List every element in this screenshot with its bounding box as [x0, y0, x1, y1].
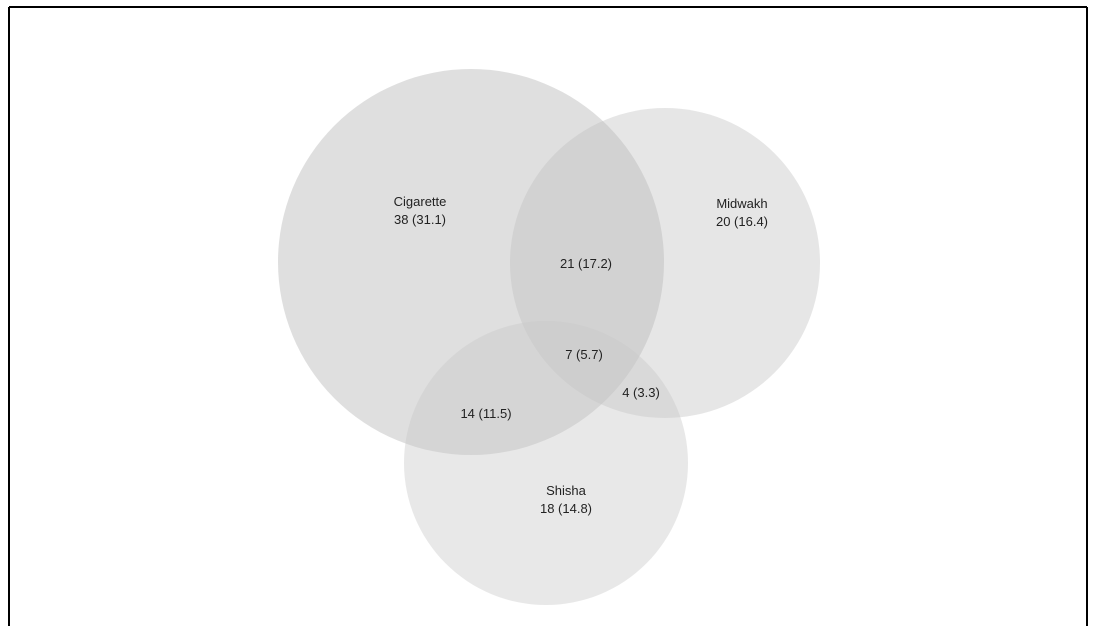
- cigarette-value: 38 (31.1): [394, 212, 446, 227]
- cigarette-midwakh-value: 21 (17.2): [560, 256, 612, 271]
- shisha-value: 18 (14.8): [540, 501, 592, 516]
- cigarette-circle: [278, 69, 664, 455]
- midwakh-value: 20 (16.4): [716, 214, 768, 229]
- figure-border: [8, 6, 1088, 626]
- cigarette-label: Cigarette: [394, 194, 447, 209]
- all-three-value: 7 (5.7): [565, 347, 603, 362]
- midwakh-circle: [510, 108, 820, 418]
- midwakh-label: Midwakh: [716, 196, 767, 211]
- cigarette-shisha-value: 14 (11.5): [460, 406, 511, 421]
- venn-labels: Cigarette 38 (31.1) Midwakh 20 (16.4) Sh…: [394, 194, 768, 516]
- venn-circles: [278, 69, 820, 605]
- midwakh-shisha-value: 4 (3.3): [622, 385, 660, 400]
- shisha-circle: [404, 321, 688, 605]
- shisha-label: Shisha: [546, 483, 587, 498]
